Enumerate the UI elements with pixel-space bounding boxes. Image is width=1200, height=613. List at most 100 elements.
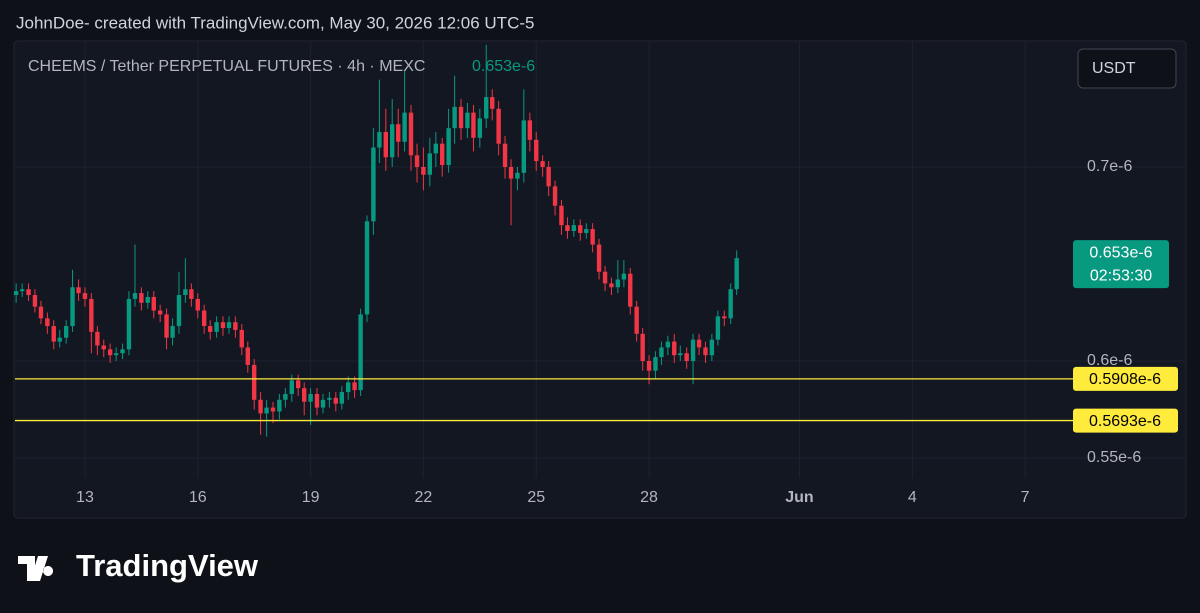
candle-body [57,337,62,342]
symbol-legend: CHEEMS / Tether PERPETUAL FUTURES · 4h ·… [28,58,425,75]
candle-body [590,229,595,245]
candle-body [490,97,495,109]
candle-body [383,132,389,158]
header: JohnDoe- created with TradingView.com, M… [16,13,534,32]
candle-body [421,166,426,175]
candle-body [201,310,207,327]
candle-body [189,289,194,299]
candle-body [665,341,671,348]
candle-body [302,388,307,402]
candle-body [484,97,489,119]
candle-body [295,380,301,389]
candle-body [226,322,232,329]
candle-body [95,331,100,346]
candle-body [220,322,226,329]
logo: TradingView [18,548,259,583]
candle-body [101,345,106,350]
candle-body [684,353,689,361]
candle-body [659,347,664,358]
candle-body [640,333,645,361]
candle-body [527,120,533,140]
candle-body [578,225,583,233]
price-label: 0.5693e-6 [1089,413,1161,430]
candle-body [471,112,476,138]
candle-body [139,293,144,303]
candle-body [151,296,156,311]
candle-body [270,407,276,412]
plot-area [13,44,1073,437]
candle-body [358,314,363,391]
price-label: 0.5908e-6 [1089,371,1161,388]
x-tick-label: 22 [415,489,433,506]
candle-body [170,326,175,338]
candle-body [26,289,31,296]
logo-icon [18,556,54,581]
candle-body [615,279,621,288]
candle-body [402,112,407,142]
candle-body [233,322,238,330]
candle-body [502,143,508,167]
candle-body [239,329,244,348]
candle-body [264,407,269,414]
candle-body [289,380,294,394]
last-price-label: 0.653e-6 [1089,244,1152,261]
candle-body [734,258,739,290]
candle-body [565,225,570,231]
candle-body [653,357,658,371]
candle-body [176,295,182,327]
candle-body [414,155,420,167]
candle-body [327,397,332,400]
y-tick-label: 0.55e-6 [1087,449,1141,466]
candle-body [584,229,589,233]
x-tick-label: 19 [302,489,320,506]
price-label-box [1073,366,1178,391]
candle-body [89,298,94,332]
currency-button[interactable] [1077,48,1177,89]
candle-body [19,289,25,292]
candle-body [13,291,19,296]
candle-body [408,112,414,156]
candle-body [534,139,539,162]
candle-body [377,132,382,148]
candle-body [427,153,433,175]
candle-body [258,399,263,414]
candle-body [195,298,200,311]
last-price-box [1073,240,1169,289]
candle-body [552,186,558,206]
candle-body [183,289,188,296]
candle-body [646,360,652,371]
price-label-box [1073,408,1178,433]
candle-body [283,393,288,400]
candle-body [515,172,520,179]
axes: 0.55e-6 0.6e-6 0.7e-6 13 16 19 22 25 28 Jun 4 7 0.59… [76,158,1178,506]
candle-body [333,397,338,404]
y-tick-label: 0.7e-6 [1087,158,1132,175]
candle-body [82,293,88,299]
candle-body [540,161,545,167]
brand: TradingView [76,548,259,583]
candle-body [320,399,326,408]
candle-body [596,244,602,272]
currency-label[interactable]: USDT [1092,60,1136,77]
candle-body [672,341,677,356]
candle-body [38,306,44,319]
x-tick-label: 4 [908,489,917,506]
countdown: 02:53:30 [1090,267,1152,284]
candle-body [703,347,708,356]
candle-body [45,318,50,327]
candle-body [696,339,702,348]
candle-body [132,293,138,299]
candle-body [440,143,445,166]
candle-body [352,382,357,391]
candle-body [32,295,38,307]
candle-body [496,108,501,144]
x-tick-label: 16 [189,489,207,506]
candle-body [164,314,169,338]
candle-body [308,393,313,402]
candle-body [634,306,639,334]
candle-body [521,120,527,173]
grid [15,42,1185,478]
candle-body [51,326,56,342]
candle-body [728,289,733,319]
